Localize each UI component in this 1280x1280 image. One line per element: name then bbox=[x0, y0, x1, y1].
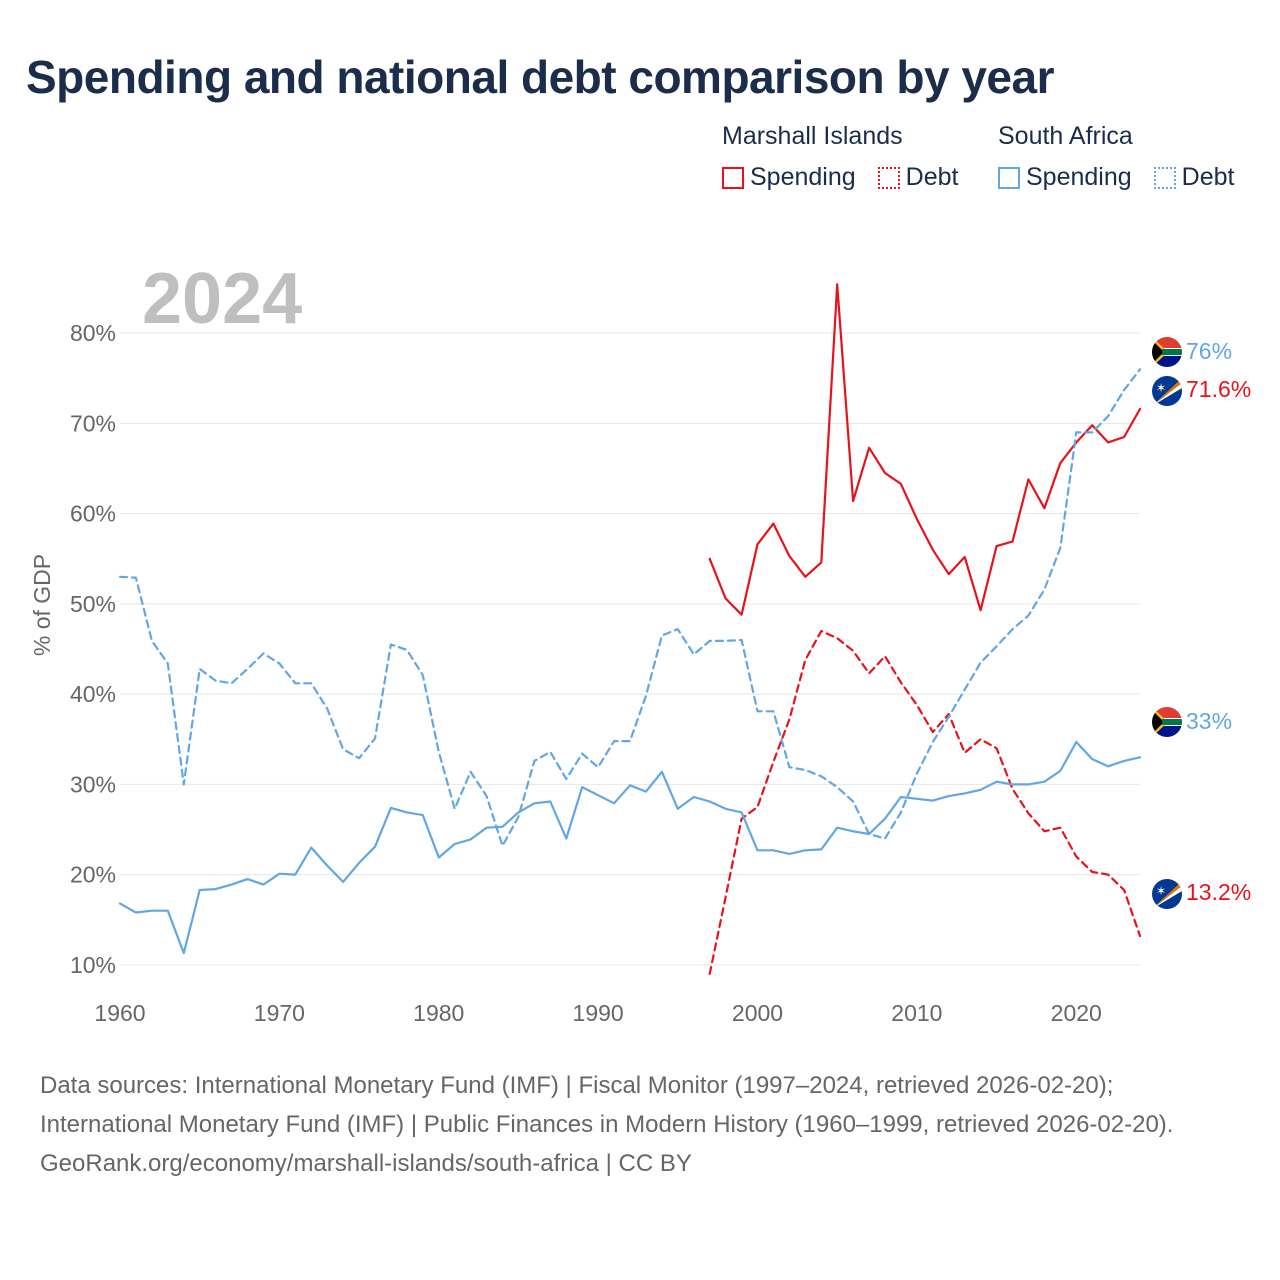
year-watermark: 2024 bbox=[142, 259, 302, 339]
y-tick-label: 20% bbox=[70, 862, 116, 888]
legend-marshall-islands: Marshall Islands Spending Debt bbox=[722, 122, 976, 192]
x-tick-label: 1970 bbox=[254, 1000, 305, 1026]
end-label-marshall-spending: 71.6% bbox=[1186, 376, 1251, 402]
y-tick-label: 40% bbox=[70, 681, 116, 707]
legend-group-title: Marshall Islands bbox=[722, 122, 903, 150]
y-tick-label: 80% bbox=[70, 320, 116, 346]
series-line-marshall-islands-spending[interactable] bbox=[708, 283, 1142, 616]
x-tick-label: 2010 bbox=[891, 1000, 942, 1026]
legend-item-marshall-spending[interactable]: Spending bbox=[722, 163, 856, 192]
end-label-south-africa-debt: 76% bbox=[1186, 338, 1232, 364]
svg-text:✶: ✶ bbox=[1156, 884, 1166, 898]
legend-item-marshall-debt[interactable]: Debt bbox=[877, 163, 959, 192]
x-tick-label: 1960 bbox=[94, 1000, 145, 1026]
y-tick-label: 70% bbox=[70, 410, 116, 436]
legend-swatch-solid bbox=[722, 166, 744, 189]
legend-item-south-africa-debt[interactable]: Debt bbox=[1153, 163, 1235, 192]
legend-label: Debt bbox=[1181, 163, 1235, 191]
y-tick-label: 50% bbox=[70, 591, 116, 617]
legend-swatch-dotted bbox=[1153, 166, 1176, 189]
legend-item-south-africa-spending[interactable]: Spending bbox=[998, 163, 1132, 192]
line-chart: 2024 % of GDP 10% 20% 30% 40% 50% 60% 70% 80% 1… bbox=[29, 259, 1251, 1026]
y-tick-label: 10% bbox=[70, 952, 116, 978]
end-label-marshall-debt: 13.2% bbox=[1186, 879, 1251, 905]
marshall-islands-flag-icon: ✶ bbox=[1152, 376, 1182, 406]
x-tick-label: 1990 bbox=[573, 1000, 624, 1026]
legend-label: Debt bbox=[905, 163, 959, 191]
series-line-marshall-islands-debt[interactable] bbox=[708, 629, 1142, 975]
x-tick-label: 2000 bbox=[732, 1000, 783, 1026]
chart-title: Spending and national debt comparison by… bbox=[26, 51, 1055, 103]
marshall-islands-flag-icon: ✶ bbox=[1152, 879, 1182, 909]
y-tick-label: 60% bbox=[70, 501, 116, 527]
y-axis-label: % of GDP bbox=[29, 554, 55, 656]
legend-label: Spending bbox=[750, 163, 856, 191]
y-tick-label: 30% bbox=[70, 771, 116, 797]
svg-text:✶: ✶ bbox=[1156, 381, 1166, 395]
data-sources: Data sources: International Monetary Fun… bbox=[40, 1072, 1174, 1138]
end-label-south-africa-spending: 33% bbox=[1186, 708, 1232, 734]
legend-group-title: South Africa bbox=[998, 122, 1133, 150]
credit-link[interactable]: GeoRank.org/economy/marshall-islands/sou… bbox=[40, 1150, 692, 1177]
legend-label: Spending bbox=[1026, 163, 1132, 191]
footer: Data sources: International Monetary Fun… bbox=[40, 1066, 1240, 1183]
series-line-south-africa-spending[interactable] bbox=[118, 740, 1142, 955]
legend-swatch-solid bbox=[998, 166, 1020, 189]
series-line-south-africa-debt[interactable] bbox=[118, 368, 1142, 847]
x-tick-label: 1980 bbox=[413, 1000, 464, 1026]
south-africa-flag-icon bbox=[1152, 707, 1182, 737]
south-africa-flag-icon bbox=[1152, 337, 1182, 367]
legend-swatch-dotted bbox=[877, 166, 900, 189]
x-tick-label: 2020 bbox=[1051, 1000, 1102, 1026]
legend-south-africa: South Africa Spending Debt bbox=[998, 122, 1234, 192]
